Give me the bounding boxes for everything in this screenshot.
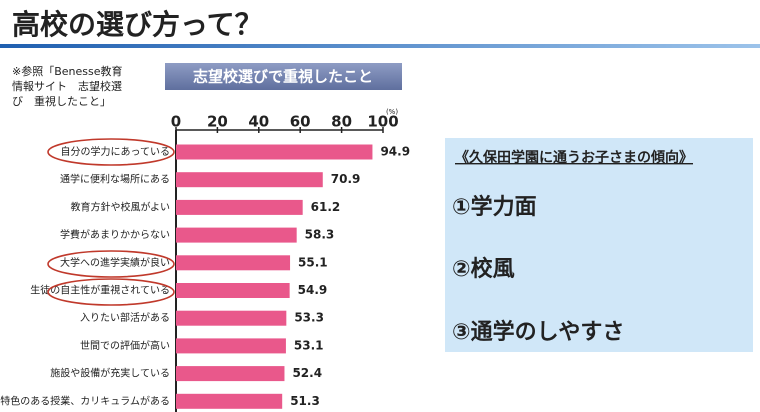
category-label: 特色のある授業、カリキュラムがある bbox=[0, 394, 170, 407]
title-underline bbox=[0, 44, 760, 48]
highlight-ellipse bbox=[47, 250, 175, 278]
bar bbox=[176, 338, 286, 354]
side-item: ②校風 bbox=[452, 256, 515, 282]
category-label: 施設や設備が充実している bbox=[50, 367, 170, 380]
x-tick-label: 80 bbox=[331, 113, 352, 131]
value-label: 58.3 bbox=[305, 228, 335, 242]
value-label: 53.3 bbox=[294, 311, 324, 325]
side-box-title: 《久保田学園に通うお子さまの傾向》 bbox=[455, 149, 693, 166]
value-label: 54.9 bbox=[298, 283, 328, 297]
value-label: 55.1 bbox=[298, 255, 328, 269]
category-label: 教育方針や校風がよい bbox=[71, 200, 171, 213]
value-label: 61.2 bbox=[311, 200, 341, 214]
category-label: 自分の学力にあっている bbox=[61, 145, 171, 158]
bar bbox=[176, 310, 287, 326]
note-line: ※参照「Benesse教育 bbox=[12, 64, 123, 78]
x-tick-label: 60 bbox=[290, 113, 311, 131]
chart-title: 志望校選びで重視したこと bbox=[193, 68, 373, 86]
bar bbox=[176, 227, 297, 243]
category-label: 世間での評価が高い bbox=[80, 339, 170, 352]
x-tick-label: 40 bbox=[248, 113, 269, 131]
side-item: ③通学のしやすさ bbox=[452, 319, 624, 345]
bar bbox=[176, 255, 291, 271]
bar bbox=[176, 172, 323, 188]
x-tick-label: 0 bbox=[171, 113, 181, 131]
highlight-ellipse bbox=[47, 138, 175, 166]
chart: 0 20 40 60 80 100 自分の学力にあっている 94.9 通学に便利な場所にある 70… bbox=[0, 113, 410, 409]
category-label: 入りたい部活がある bbox=[80, 311, 170, 324]
value-label: 94.9 bbox=[380, 145, 410, 159]
category-label: 大学への進学実績が良い bbox=[60, 256, 170, 269]
highlight-ellipse bbox=[47, 278, 175, 306]
value-label: 53.1 bbox=[294, 338, 324, 352]
highlights bbox=[47, 138, 175, 306]
bar bbox=[176, 144, 373, 160]
value-label: 70.9 bbox=[331, 172, 361, 186]
value-label: 51.3 bbox=[290, 394, 320, 408]
x-tick-label: 100 bbox=[367, 113, 398, 131]
note: ※参照「Benesse教育 情報サイト 志望校選 び 重視したこと」 bbox=[12, 64, 123, 108]
category-label: 学費があまりかからない bbox=[60, 228, 170, 241]
chart-title-box bbox=[165, 63, 402, 90]
value-label: 52.4 bbox=[292, 366, 322, 380]
bar bbox=[176, 366, 285, 382]
side-box bbox=[445, 138, 753, 352]
bar bbox=[176, 283, 290, 298]
x-tick-label: 20 bbox=[207, 113, 228, 131]
bar bbox=[176, 199, 303, 215]
category-label: 通学に便利な場所にある bbox=[60, 173, 170, 186]
category-label: 生徒の自主性が重視されている bbox=[30, 284, 170, 297]
slide-title: 高校の選び方って？ bbox=[12, 8, 263, 41]
x-unit: (%) bbox=[386, 108, 398, 116]
note-line: 情報サイト 志望校選 bbox=[12, 79, 122, 93]
note-line: び 重視したこと」 bbox=[12, 94, 111, 108]
bar bbox=[176, 393, 283, 409]
side-item: ①学力面 bbox=[452, 194, 537, 220]
